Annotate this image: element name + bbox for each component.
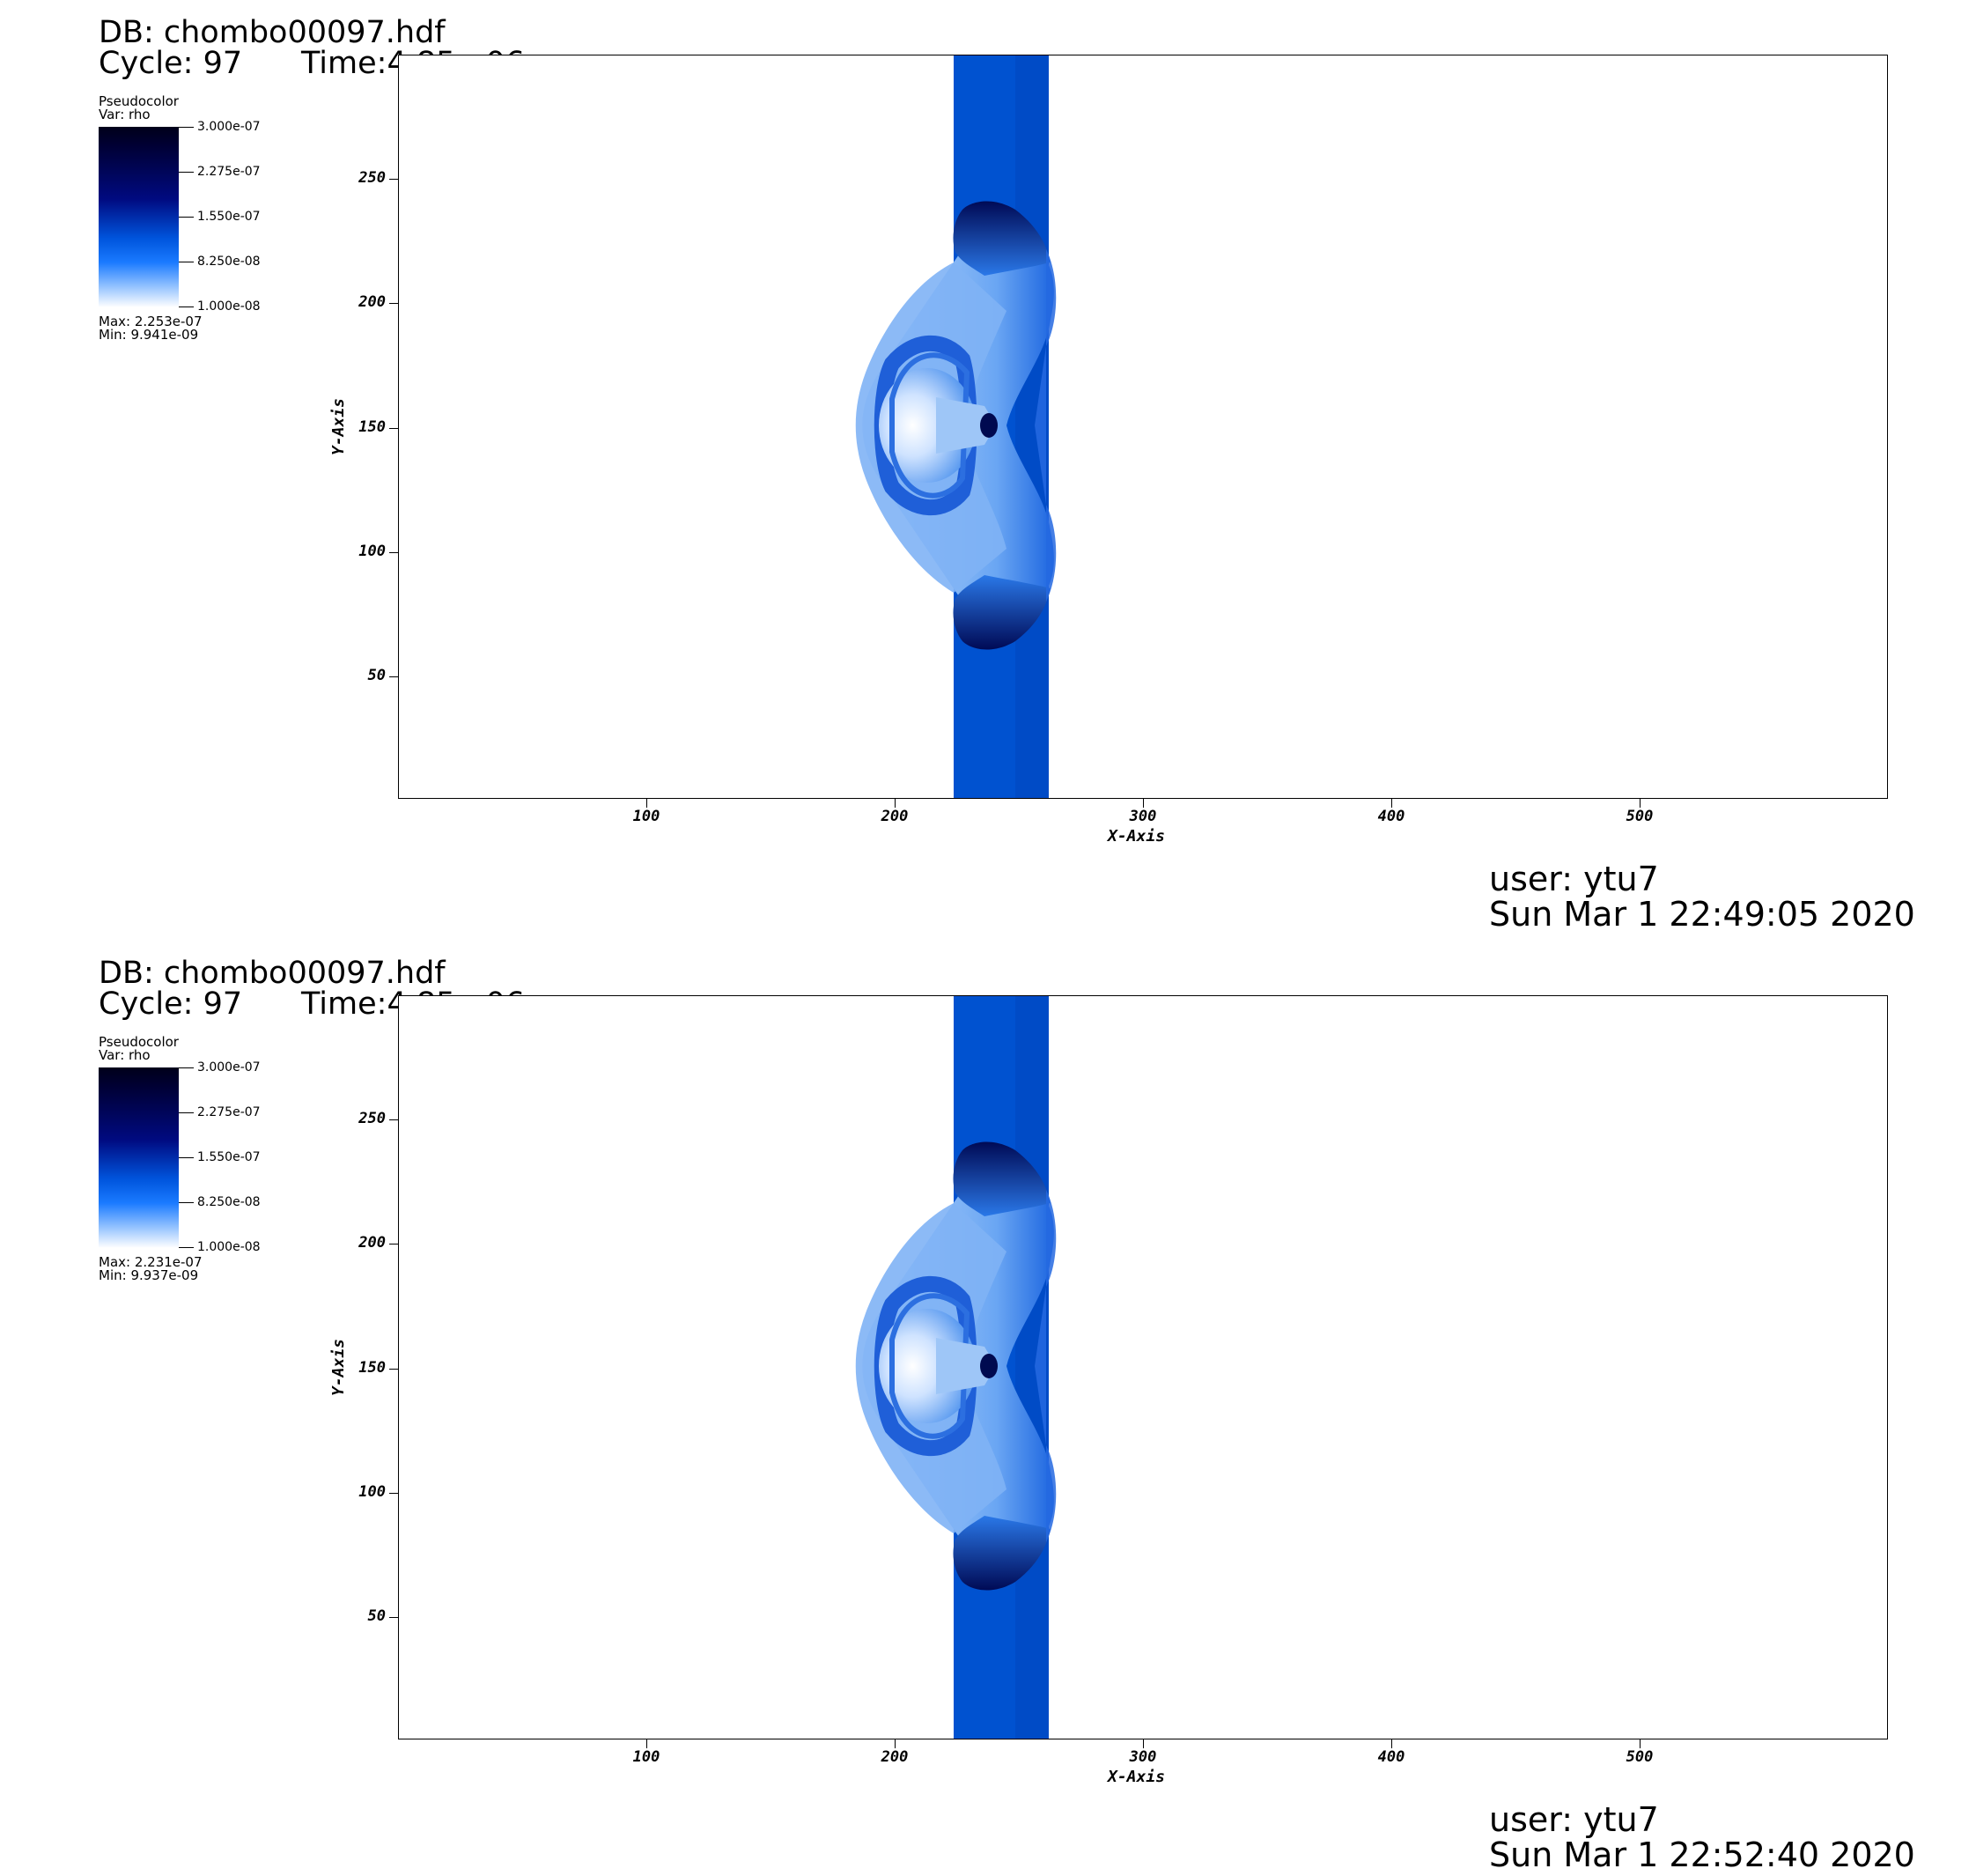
y-tick-label: 200	[358, 293, 386, 311]
y-tick	[389, 552, 398, 553]
x-tick	[1143, 799, 1144, 808]
x-tick-label: 100	[632, 1748, 660, 1766]
db-label: DB: chombo00097.hdf	[99, 15, 446, 50]
colorbar-tick	[179, 1157, 194, 1158]
x-tick-label: 100	[632, 808, 660, 825]
legend-var: Var: rho	[99, 1047, 151, 1063]
colorbar-tick	[179, 172, 194, 173]
y-tick	[389, 1369, 398, 1370]
legend-min: Min: 9.937e-09	[99, 1267, 199, 1283]
y-tick	[389, 1119, 398, 1120]
x-tick-label: 400	[1377, 808, 1405, 825]
date-label: Sun Mar 1 22:49:05 2020	[1489, 895, 1915, 934]
y-tick	[389, 1493, 398, 1494]
y-tick-label: 50	[367, 667, 386, 684]
x-tick-label: 300	[1129, 1748, 1157, 1766]
legend-plot-type: Pseudocolor	[99, 93, 179, 109]
colorbar-label: 1.000e-08	[197, 299, 261, 314]
x-tick	[1640, 1739, 1641, 1748]
legend-var: Var: rho	[99, 107, 151, 122]
colorbar-tick	[179, 1112, 194, 1113]
x-tick-label: 500	[1626, 1748, 1654, 1766]
colorbar-label: 2.275e-07	[197, 1105, 261, 1119]
y-tick-label: 150	[358, 418, 386, 436]
x-tick	[646, 799, 647, 808]
y-tick-label: 200	[358, 1234, 386, 1252]
legend-min: Min: 9.941e-09	[99, 327, 199, 343]
x-tick-label: 300	[1129, 808, 1157, 825]
y-tick	[389, 1244, 398, 1245]
y-tick	[389, 303, 398, 304]
colorbar-label: 1.000e-08	[197, 1240, 261, 1254]
db-label: DB: chombo00097.hdf	[99, 956, 446, 991]
colorbar-tick	[179, 127, 194, 128]
x-axis-title: X-Axis	[1108, 827, 1166, 846]
date-label: Sun Mar 1 22:52:40 2020	[1489, 1835, 1915, 1874]
colorbar-tick	[179, 1067, 194, 1068]
user-label: user: ytu7	[1489, 860, 1659, 898]
y-tick-label: 50	[367, 1607, 386, 1625]
density-field	[855, 55, 1057, 798]
y-tick	[389, 676, 398, 677]
y-tick-label: 250	[358, 169, 386, 187]
colorbar-tick	[179, 1247, 194, 1248]
colorbar-label: 8.250e-08	[197, 1195, 261, 1209]
x-tick-label: 400	[1377, 1748, 1405, 1766]
x-tick	[895, 1739, 896, 1748]
y-tick	[389, 1617, 398, 1618]
y-tick	[389, 179, 398, 180]
x-tick	[1391, 799, 1392, 808]
colorbar-label: 3.000e-07	[197, 120, 261, 134]
cycle-label: Cycle: 97	[99, 46, 243, 81]
x-tick	[1640, 799, 1641, 808]
colorbar-label: 8.250e-08	[197, 255, 261, 269]
x-tick	[1391, 1739, 1392, 1748]
cycle-label: Cycle: 97	[99, 986, 243, 1022]
colorbar	[99, 127, 179, 307]
user-label: user: ytu7	[1489, 1800, 1659, 1839]
visit-panel-1: DB: chombo00097.hdf Cycle: 97 Time:4.85e…	[0, 0, 1976, 935]
visit-panel-2: DB: chombo00097.hdf Cycle: 97 Time:4.85e…	[0, 941, 1976, 1876]
x-tick-label: 200	[881, 1748, 909, 1766]
y-axis-title: Y-Axis	[329, 1338, 349, 1397]
y-tick-label: 100	[358, 1483, 386, 1501]
x-tick	[646, 1739, 647, 1748]
colorbar-label: 1.550e-07	[197, 1150, 261, 1164]
y-tick-label: 100	[358, 543, 386, 560]
y-tick-label: 150	[358, 1359, 386, 1377]
legend-max: Max: 2.231e-07	[99, 1254, 203, 1270]
x-axis-title: X-Axis	[1108, 1768, 1166, 1786]
colorbar	[99, 1067, 179, 1248]
x-tick	[895, 799, 896, 808]
colorbar-tick	[179, 217, 194, 218]
legend-max: Max: 2.253e-07	[99, 314, 203, 329]
x-tick-label: 500	[1626, 808, 1654, 825]
colorbar-label: 3.000e-07	[197, 1060, 261, 1075]
y-tick	[389, 428, 398, 429]
density-plot	[398, 55, 1888, 799]
colorbar-tick	[179, 1202, 194, 1203]
density-field	[855, 996, 1057, 1739]
density-plot	[398, 995, 1888, 1739]
y-tick-label: 250	[358, 1110, 386, 1127]
legend-plot-type: Pseudocolor	[99, 1034, 179, 1050]
x-tick	[1143, 1739, 1144, 1748]
colorbar-label: 1.550e-07	[197, 210, 261, 224]
x-tick-label: 200	[881, 808, 909, 825]
colorbar-label: 2.275e-07	[197, 165, 261, 179]
y-axis-title: Y-Axis	[329, 397, 349, 456]
